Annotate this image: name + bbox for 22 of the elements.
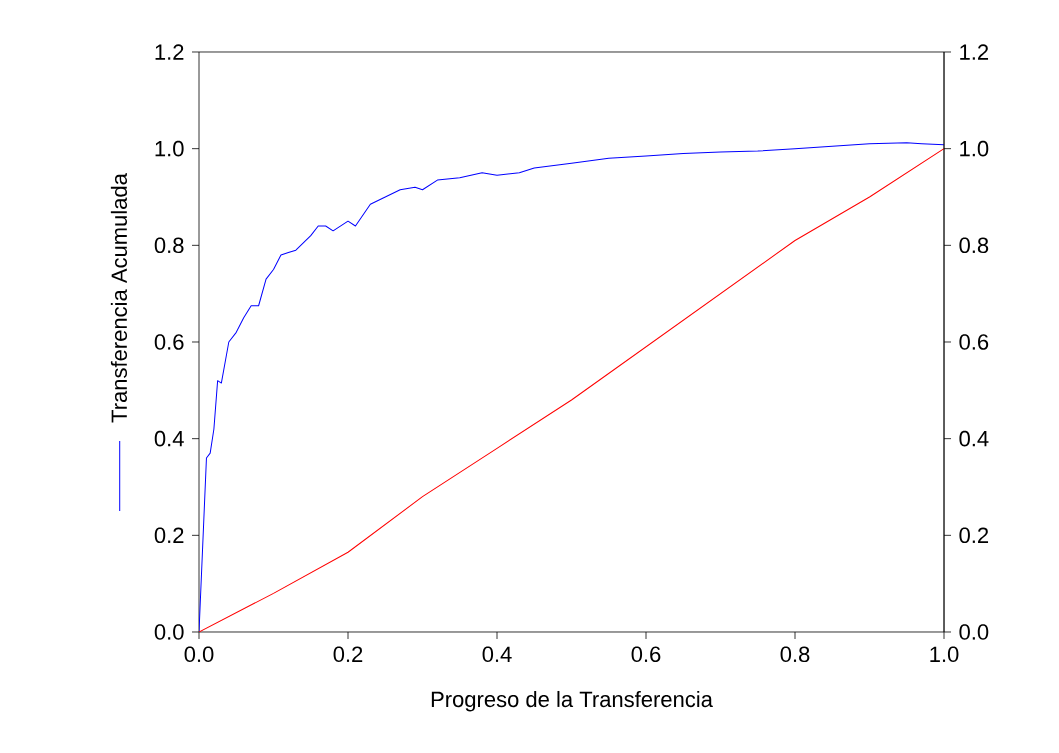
x-tick-label: 1.0 (930, 646, 959, 663)
y2-tick-label: 0.2 (959, 527, 989, 544)
x-tick-label: 0.4 (482, 646, 512, 663)
y-tick-label: 0.4 (154, 430, 184, 447)
y2-tick-label: 0.6 (959, 334, 989, 350)
y2-tick-label: 0.4 (959, 430, 989, 447)
y-tick-label: 1.2 (155, 44, 184, 60)
y-tick-label: 1.0 (155, 140, 184, 157)
x-tick-label: 0.0 (184, 646, 214, 663)
x-tick-label: 0.6 (631, 646, 661, 663)
y2-tick-label: 1.0 (960, 140, 989, 157)
y2-tick-label: 1.2 (960, 44, 989, 60)
y-tick-label: 0.2 (154, 527, 184, 544)
y-tick-label: 0.6 (154, 334, 184, 350)
y2-tick-label: 0.8 (959, 237, 989, 254)
y2-tick-label: 0.0 (959, 624, 989, 640)
y-tick-label: 0.0 (154, 624, 184, 640)
x-tick-label: 0.8 (780, 646, 810, 663)
x-axis-title: Progreso de la Transferencia (431, 690, 713, 712)
y-axis-title: Transferencia Acumulada (110, 173, 128, 423)
y-tick-label: 0.8 (154, 237, 184, 254)
x-tick-label: 0.2 (333, 646, 363, 663)
